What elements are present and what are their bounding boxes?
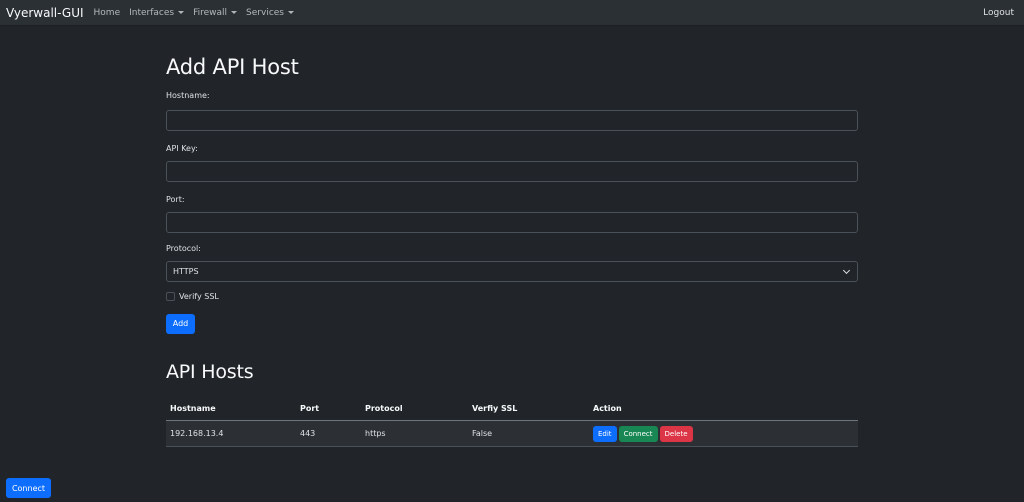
table-header-row: Hostname Port Protocol Verfiy SSL Action	[166, 397, 858, 421]
edit-button[interactable]: Edit	[593, 425, 617, 442]
protocol-select[interactable]: HTTPS	[166, 261, 858, 282]
hosts-table: Hostname Port Protocol Verfiy SSL Action…	[166, 397, 858, 447]
nav-home[interactable]: Home	[94, 8, 121, 18]
add-host-form: Hostname: API Key: Port: Protocol: HTTPS…	[166, 91, 858, 334]
nav-home-label: Home	[93, 7, 121, 18]
connect-host-button[interactable]: Connect	[618, 425, 658, 442]
table-row: 192.168.13.4 443 https False Edit Connec…	[166, 420, 858, 447]
main-container: Add API Host Hostname: API Key: Port: Pr…	[166, 26, 858, 447]
add-button[interactable]: Add	[166, 313, 195, 334]
verify-ssl-label: Verify SSL	[179, 291, 219, 301]
nav-firewall-label: Firewall	[193, 7, 228, 18]
protocol-label: Protocol:	[166, 244, 201, 253]
col-verify-ssl: Verfiy SSL	[468, 397, 589, 421]
floating-connect-button[interactable]: Connect	[6, 478, 51, 498]
api-key-input[interactable]	[166, 161, 858, 182]
caret-down-icon	[178, 11, 185, 14]
protocol-select-value: HTTPS	[173, 267, 199, 276]
cell-protocol: https	[361, 420, 468, 447]
top-navbar: Vyerwall-GUI Home Interfaces Firewall Se…	[0, 0, 1024, 26]
cell-actions: Edit Connect Delete	[589, 420, 858, 447]
port-input[interactable]	[166, 212, 858, 233]
page-title: Add API Host	[166, 55, 299, 79]
caret-down-icon	[231, 11, 238, 14]
verify-ssl-row: Verify SSL	[166, 290, 858, 302]
hosts-section-title: API Hosts	[166, 360, 254, 383]
nav-services-label: Services	[246, 7, 284, 18]
col-protocol: Protocol	[361, 397, 468, 421]
nav-interfaces-dropdown[interactable]: Interfaces	[129, 7, 185, 18]
cell-port: 443	[296, 420, 361, 447]
delete-button[interactable]: Delete	[659, 425, 693, 442]
api-key-label: API Key:	[166, 144, 198, 153]
brand-link[interactable]: Vyerwall-GUI	[6, 5, 84, 20]
logout-link[interactable]: Logout	[983, 7, 1014, 18]
hostname-input[interactable]	[166, 110, 858, 131]
hostname-label: Hostname:	[166, 91, 210, 100]
nav-services-dropdown[interactable]: Services	[246, 8, 294, 18]
nav-interfaces-label: Interfaces	[129, 7, 175, 18]
col-hostname: Hostname	[166, 397, 296, 421]
form-actions: Add	[166, 311, 858, 334]
verify-ssl-checkbox[interactable]	[166, 291, 175, 301]
caret-down-icon	[288, 11, 294, 14]
cell-hostname: 192.168.13.4	[166, 420, 296, 447]
nav-firewall-dropdown[interactable]: Firewall	[193, 7, 238, 18]
row-action-buttons: Edit Connect Delete	[593, 425, 858, 442]
port-label: Port:	[166, 195, 185, 204]
cell-verify-ssl: False	[468, 420, 589, 447]
col-action: Action	[589, 397, 858, 421]
col-port: Port	[296, 397, 361, 421]
chevron-down-icon	[842, 266, 851, 274]
